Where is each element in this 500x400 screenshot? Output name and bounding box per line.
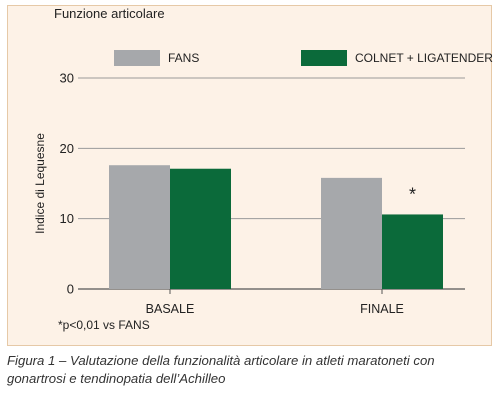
bar <box>382 214 443 289</box>
bar <box>321 177 382 289</box>
panel-title: Funzione articolare <box>54 6 165 21</box>
x-category-label: FINALE <box>360 302 404 316</box>
legend-label-colnet: COLNET + LIGATENDER <box>355 51 493 65</box>
legend-swatch-fans <box>114 50 160 66</box>
legend-item-colnet: COLNET + LIGATENDER <box>301 48 493 68</box>
y-tick-label: 0 <box>67 282 74 297</box>
figure-caption: Figura 1 – Valutazione della funzionalit… <box>7 353 435 386</box>
bar <box>170 168 231 289</box>
footnote: *p<0,01 vs FANS <box>58 318 150 332</box>
legend-label-fans: FANS <box>168 51 200 65</box>
y-tick-label: 10 <box>60 211 74 226</box>
x-category-label: BASALE <box>146 302 195 316</box>
bar <box>109 165 170 289</box>
legend-item-fans: FANS <box>114 48 199 68</box>
legend-swatch-colnet <box>301 50 347 66</box>
y-tick-label: 30 <box>60 71 74 86</box>
y-tick-label: 20 <box>60 141 74 156</box>
significance-annotation: * <box>409 184 416 204</box>
y-axis-title: Indice di Lequesne <box>33 133 47 234</box>
